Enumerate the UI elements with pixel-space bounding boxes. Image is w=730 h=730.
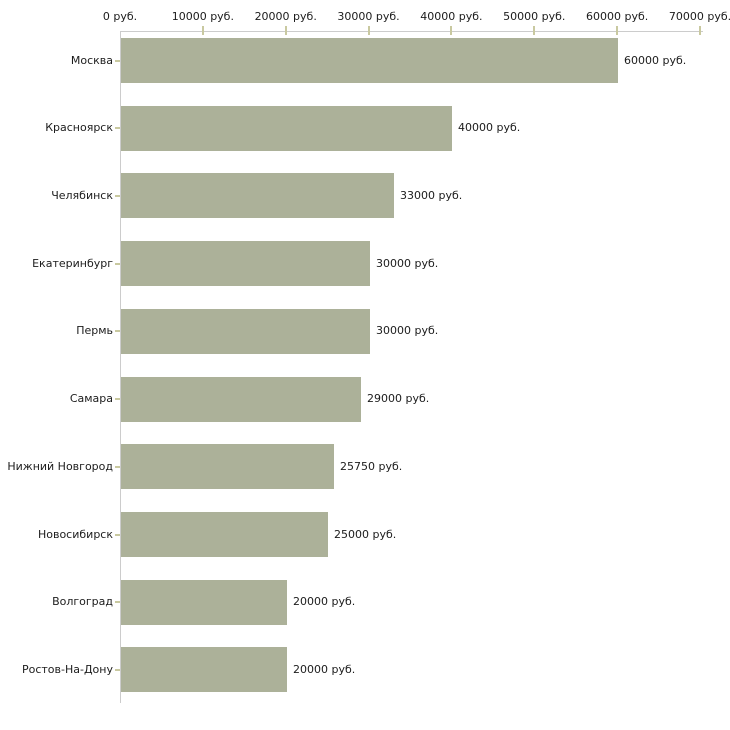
- bar: [121, 444, 334, 490]
- category-label: Пермь: [76, 324, 113, 338]
- bar: [121, 38, 618, 83]
- value-label: 25750 руб.: [340, 459, 403, 473]
- y-axis-tick-mark: [115, 262, 120, 265]
- value-label: 25000 руб.: [334, 527, 397, 541]
- x-axis-tick-label: 20000 руб.: [254, 10, 317, 23]
- category-label: Волгоград: [52, 595, 113, 609]
- x-axis-tick-label: 60000 руб.: [586, 10, 649, 23]
- y-axis-tick-mark: [115, 465, 120, 468]
- x-axis-tick-mark: [533, 26, 536, 35]
- y-axis-tick-mark: [115, 59, 120, 62]
- bar: [121, 308, 370, 354]
- x-axis-tick-label: 10000 руб.: [171, 10, 234, 23]
- x-axis-line: [120, 31, 703, 32]
- y-axis-tick-mark: [115, 194, 120, 197]
- y-axis-tick-mark: [115, 398, 120, 401]
- y-axis-tick-mark: [115, 668, 120, 671]
- value-label: 29000 руб.: [367, 392, 430, 406]
- category-label: Нижний Новгород: [7, 459, 113, 473]
- y-axis-tick-mark: [115, 601, 120, 604]
- x-axis-tick-mark: [201, 26, 204, 35]
- value-label: 33000 руб.: [400, 188, 463, 202]
- x-axis-tick-mark: [699, 26, 701, 35]
- x-axis-tick-label: 40000 руб.: [420, 10, 483, 23]
- x-axis-tick-label: 30000 руб.: [337, 10, 400, 23]
- category-label: Новосибирск: [37, 527, 113, 541]
- bar: [121, 512, 328, 558]
- value-label: 30000 руб.: [376, 256, 439, 270]
- category-label: Екатеринбург: [32, 256, 113, 270]
- bar: [121, 579, 287, 625]
- value-label: 40000 руб.: [458, 121, 521, 135]
- category-label: Москва: [70, 53, 113, 67]
- bar: [121, 241, 370, 287]
- x-axis-tick-label: 50000 руб.: [503, 10, 566, 23]
- bar: [121, 173, 394, 219]
- value-label: 20000 руб.: [293, 595, 356, 609]
- value-label: 30000 руб.: [376, 324, 439, 338]
- bar: [121, 376, 361, 422]
- bar: [121, 105, 452, 151]
- category-label: Ростов-На-Дону: [21, 662, 113, 676]
- category-label: Самара: [69, 392, 113, 406]
- value-label: 20000 руб.: [293, 662, 356, 676]
- category-label: Красноярск: [45, 121, 113, 135]
- bar: [121, 647, 287, 693]
- value-label: 60000 руб.: [624, 53, 687, 67]
- x-axis-tick-mark: [367, 26, 370, 35]
- y-axis-tick-mark: [115, 330, 120, 333]
- x-axis-tick-mark: [616, 26, 619, 35]
- category-label: Челябинск: [51, 188, 113, 202]
- x-axis-tick-mark: [450, 26, 453, 35]
- x-axis-tick-label: 70000 руб.: [668, 10, 730, 23]
- y-axis-tick-mark: [115, 127, 120, 130]
- y-axis-line: [120, 31, 121, 703]
- x-axis-tick-label: 0 руб.: [102, 10, 138, 23]
- x-axis-tick-mark: [284, 26, 287, 35]
- y-axis-tick-mark: [115, 533, 120, 536]
